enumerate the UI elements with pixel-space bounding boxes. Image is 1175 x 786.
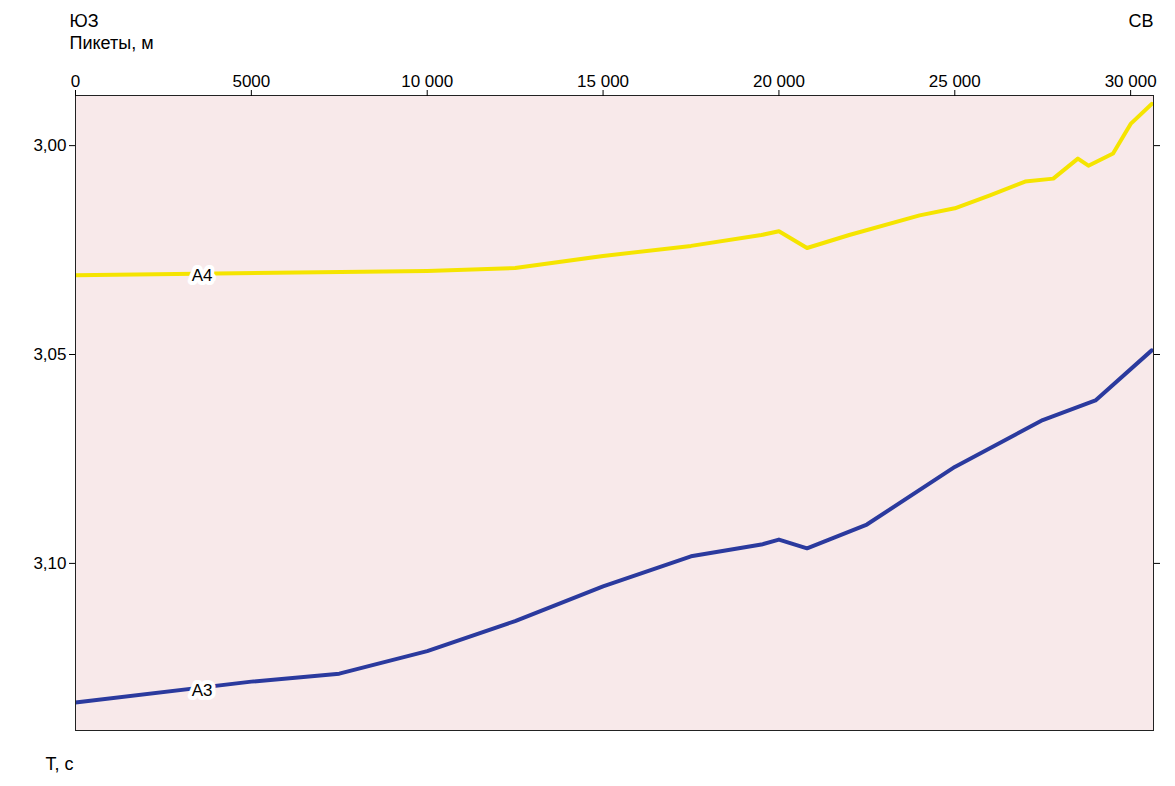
svg-text:20 000: 20 000 bbox=[753, 72, 805, 91]
svg-text:ЮЗ: ЮЗ bbox=[70, 11, 99, 31]
svg-text:10 000: 10 000 bbox=[401, 72, 453, 91]
svg-text:A4: A4 bbox=[192, 266, 213, 285]
svg-text:3,05: 3,05 bbox=[33, 345, 66, 364]
svg-text:5000: 5000 bbox=[232, 72, 270, 91]
svg-text:30 000: 30 000 bbox=[1105, 72, 1157, 91]
svg-text:3,10: 3,10 bbox=[33, 554, 66, 573]
svg-text:A3: A3 bbox=[192, 681, 213, 700]
svg-text:СВ: СВ bbox=[1128, 11, 1153, 31]
svg-text:0: 0 bbox=[71, 72, 80, 91]
svg-text:25 000: 25 000 bbox=[929, 72, 981, 91]
svg-text:Пикеты, м: Пикеты, м bbox=[70, 33, 154, 53]
svg-text:T, с: T, с bbox=[46, 754, 74, 774]
svg-text:15 000: 15 000 bbox=[577, 72, 629, 91]
svg-text:3,00: 3,00 bbox=[33, 136, 66, 155]
